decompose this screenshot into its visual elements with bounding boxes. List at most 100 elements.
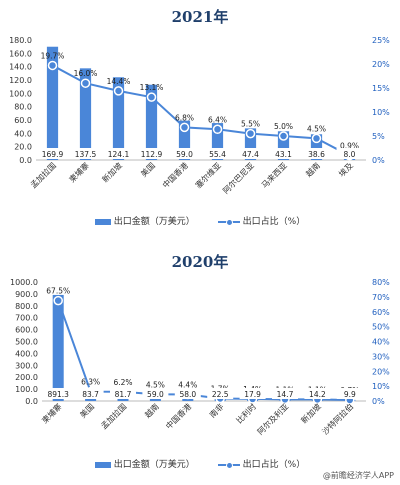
value-label: 14.2 [309, 390, 326, 399]
share-point [146, 92, 157, 102]
source-credit: @前瞻经济学人APP [322, 471, 394, 480]
y-tick-label: 140.0 [9, 63, 32, 72]
y-tick-label: 0.0 [19, 156, 32, 165]
value-label-bg [77, 388, 104, 399]
chart-2020: 0.0 100.0 200.0 300.0 400.0 500.0 600.0 700.0 80… [10, 278, 390, 437]
legend-item-amount: 出口金额（万美元） [94, 214, 195, 227]
y-tick-label: 1000.0 [10, 278, 38, 287]
y-tick-label: 700.0 [15, 314, 38, 323]
legend-label: 出口金额（万美元） [113, 460, 195, 470]
bar [145, 84, 158, 160]
category-label: 越南 [142, 401, 160, 419]
y-tick-label: 20.0 [14, 143, 32, 152]
value-label: 83.7 [82, 390, 99, 399]
category-label: 中国香港 [160, 160, 190, 190]
value-label: 124.1 [108, 150, 130, 159]
y2-tick-label: 15% [372, 84, 390, 93]
category-label: 越南 [304, 160, 322, 178]
category-label: 新加坡 [100, 160, 124, 184]
y2-tick-label: 0% [372, 397, 385, 406]
y2-tick-label: 80% [372, 278, 390, 287]
y2-tick-label: 10% [372, 382, 390, 391]
y2-tick-label: 10% [372, 108, 390, 117]
value-label-bg [174, 388, 201, 399]
bar [310, 134, 323, 160]
y-tick-label: 600.0 [15, 326, 38, 335]
share-label: 0.9% [340, 142, 359, 151]
value-label-bg [270, 148, 297, 159]
share-label: 6.2% [113, 378, 132, 387]
value-label-bg [110, 388, 136, 399]
value-label: 59.0 [147, 390, 164, 399]
y-tick-label: 120.0 [9, 76, 32, 85]
y-tick-label: 60.0 [14, 116, 32, 125]
share-line [57, 300, 350, 401]
y-tick-label: 40.0 [14, 129, 32, 138]
value-label-bg [336, 388, 363, 399]
category-label: 孟加拉国 [28, 160, 58, 190]
legend-item-share: 出口占比（%） [217, 214, 306, 227]
share-label: 6.8% [175, 113, 194, 122]
value-label-bg [303, 148, 330, 159]
value-label: 17.9 [244, 390, 261, 399]
category-label: 比利时 [234, 401, 258, 425]
y-tick-label: 0.0 [25, 397, 38, 406]
y-tick-label: 900.0 [15, 290, 38, 299]
chart-2021: 0.0 20.0 40.0 60.0 80.0 100.0 120.0 140.0 160.0 1… [9, 36, 390, 196]
value-label: 169.9 [42, 150, 64, 159]
y-tick-label: 100.0 [9, 89, 32, 98]
y-tick-label: 500.0 [15, 338, 38, 347]
value-label-bg [336, 148, 363, 159]
y2-tick-label: 40% [372, 338, 390, 347]
share-label: 16.0% [74, 69, 98, 78]
category-label: 阿尔及利亚 [255, 401, 290, 436]
value-label: 137.5 [75, 150, 97, 159]
y-tick-label: 400.0 [15, 349, 38, 358]
value-label-bg [105, 148, 132, 159]
y2-tick-label: 50% [372, 323, 390, 332]
y-tick-label: 800.0 [15, 302, 38, 311]
share-label: 13.1% [140, 83, 164, 92]
y-tick-label: 300.0 [15, 361, 38, 370]
share-label: 5.5% [241, 120, 260, 129]
chart-title: 2021年 [171, 8, 229, 26]
y2-tick-label: 20% [372, 367, 390, 376]
share-line [52, 64, 350, 157]
bar [112, 77, 125, 160]
value-label: 891.3 [47, 390, 69, 399]
share-label: 5.0% [274, 122, 293, 131]
value-label: 14.7 [277, 390, 294, 399]
category-label: 埃及 [337, 160, 355, 178]
chart-panel-2020: 2020年 0.0 100.0 200.0 300.0 400.0 500.0 600.0 7… [0, 245, 400, 485]
share-point [245, 128, 256, 139]
value-label: 9.9 [344, 390, 356, 399]
value-label-bg [204, 148, 231, 159]
value-label-bg [72, 148, 99, 159]
share-label: 6.4% [208, 115, 227, 124]
bar [244, 128, 257, 160]
share-point [179, 122, 190, 133]
y-tick-label: 200.0 [15, 373, 38, 382]
category-label: 南非 [207, 401, 225, 419]
share-point [311, 133, 322, 144]
y2-tick-label: 5% [372, 132, 385, 141]
category-label: 美国 [139, 160, 157, 178]
category-label: 柬埔寨 [67, 160, 91, 184]
category-label: 塞尔维亚 [193, 160, 223, 190]
y2-tick-label: 70% [372, 293, 390, 302]
value-label: 43.1 [275, 150, 292, 159]
bar [52, 294, 64, 401]
value-label-bg [138, 148, 165, 159]
value-label: 58.0 [179, 390, 196, 399]
bar [46, 46, 59, 160]
legend-label: 出口占比（%） [242, 217, 306, 227]
value-label-bg [272, 388, 298, 399]
share-point [113, 86, 124, 96]
bar [178, 120, 191, 160]
legend-line-swatch [217, 461, 240, 469]
value-label: 112.9 [141, 150, 163, 159]
legend-label: 出口金额（万美元） [113, 217, 195, 227]
share-label: 67.5% [46, 287, 70, 296]
category-label: 沙特阿拉伯 [320, 401, 355, 436]
legend-item-share: 出口占比（%） [217, 457, 305, 470]
